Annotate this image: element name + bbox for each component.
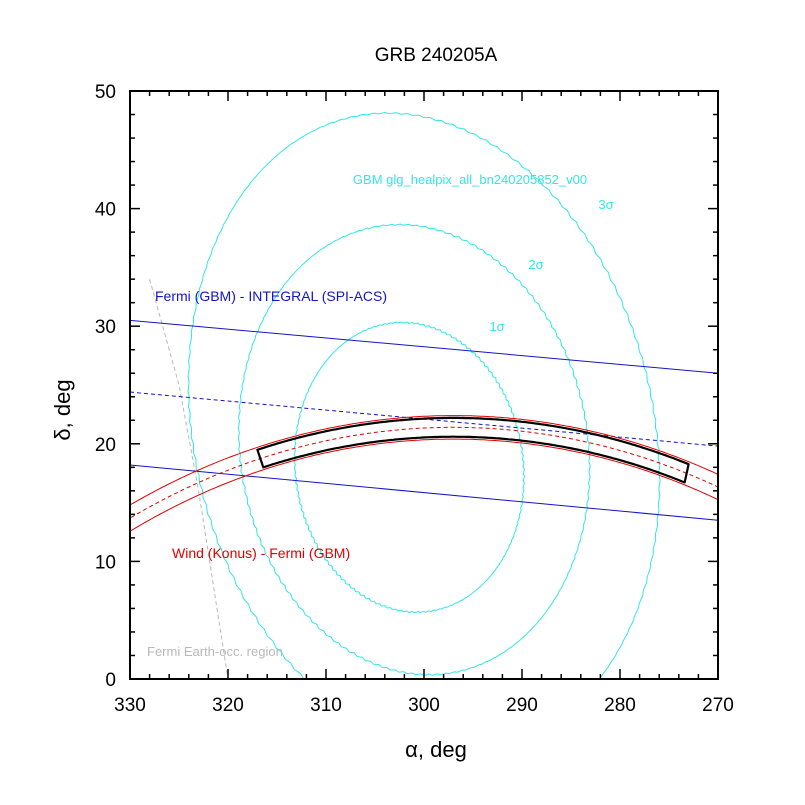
plot-area (130, 111, 718, 679)
x-axis-label: α, deg (405, 737, 467, 762)
gbm-label: GBM glg_healpix_all_bn240205852_v00 (353, 172, 587, 187)
x-tick-label: 290 (506, 695, 538, 716)
localization-error-box (256, 416, 690, 484)
y-tick-label: 0 (105, 670, 116, 691)
x-tick-label: 330 (114, 695, 146, 716)
plot-frame (129, 90, 719, 680)
earth-occ-label: Fermi Earth-occ. region (147, 644, 283, 659)
y-tick-label: 40 (95, 200, 116, 221)
x-tick-label: 320 (212, 695, 244, 716)
integral-annulus-upper (130, 319, 718, 374)
y-tick-label: 30 (95, 317, 116, 338)
chart-title: GRB 240205A (375, 45, 498, 66)
gbm-3sigma-label: 3σ (598, 197, 613, 212)
x-tick-label: 280 (604, 695, 636, 716)
x-tick-label: 300 (408, 695, 440, 716)
y-tick-label: 50 (95, 82, 116, 103)
konus-annulus-center (130, 426, 718, 519)
gbm-1sigma-label: 1σ (489, 319, 504, 334)
konus-annulus-inner (130, 438, 718, 532)
x-tick-label: 270 (702, 695, 734, 716)
gbm-contour-3sigma (187, 111, 661, 679)
y-tick-label: 20 (95, 435, 116, 456)
integral-annulus-lower (130, 464, 718, 521)
konus-annulus-outer (130, 415, 718, 506)
integral-label: Fermi (GBM) - INTEGRAL (SPI-ACS) (155, 288, 387, 304)
gbm-contour-1sigma (293, 321, 526, 614)
x-tick-label: 310 (310, 695, 342, 716)
gbm-contour-2sigma (237, 223, 591, 676)
earth-occ-boundary (149, 279, 229, 679)
y-tick-label: 10 (95, 552, 116, 573)
konus-label: Wind (Konus) - Fermi (GBM) (172, 545, 350, 561)
y-axis-label: δ, deg (50, 379, 75, 440)
tick-labels: 330 320 310 300 290 280 270 0 10 20 30 40 50 (95, 82, 734, 716)
gbm-2sigma-label: 2σ (528, 257, 543, 272)
